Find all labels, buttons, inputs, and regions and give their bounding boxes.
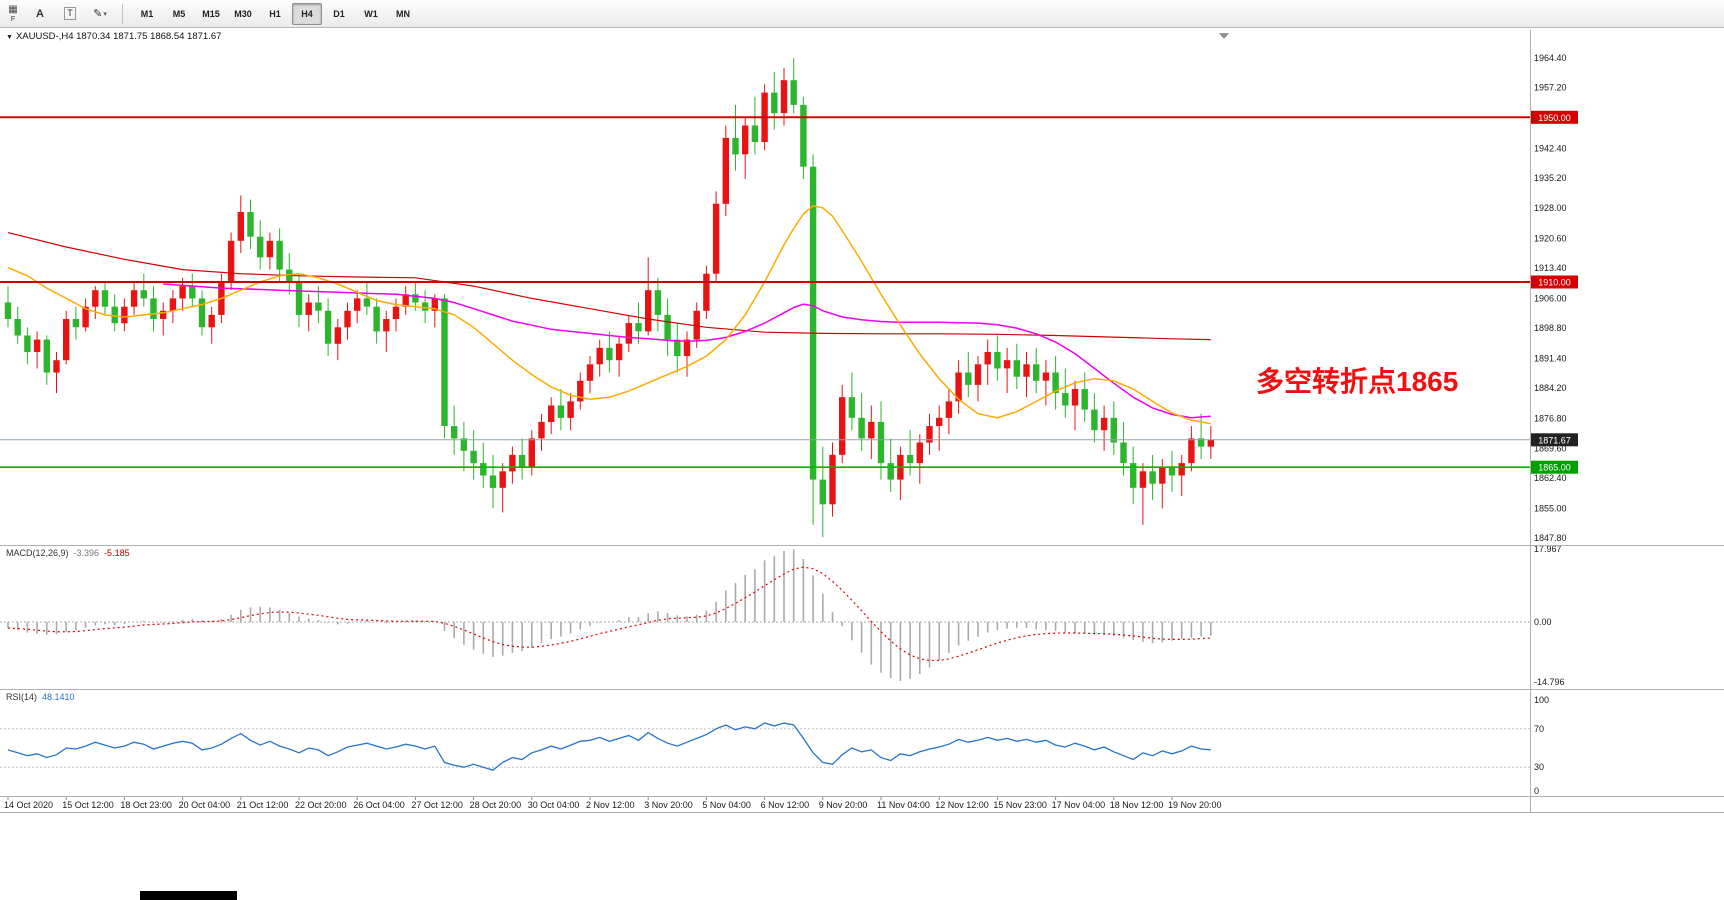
tf-button-M15[interactable]: M15 (202, 8, 220, 19)
svg-text:26 Oct 04:00: 26 Oct 04:00 (353, 800, 405, 810)
svg-text:1910.00: 1910.00 (1538, 278, 1571, 288)
svg-text:1950.00: 1950.00 (1538, 113, 1571, 123)
price-badge-1865.00: 1865.00 (1531, 460, 1578, 474)
tf-button-M30[interactable]: M30 (234, 8, 252, 19)
svg-text:19 Nov 20:00: 19 Nov 20:00 (1168, 800, 1222, 810)
svg-text:0: 0 (1534, 786, 1539, 796)
ma-orange (7, 204, 1211, 425)
price-badge-1871.67: 1871.67 (1531, 433, 1578, 447)
chart-annotation-text[interactable]: 多空转折点1865 (1256, 366, 1459, 397)
candlesticks (4, 58, 1214, 538)
svg-text:1935.20: 1935.20 (1534, 173, 1567, 183)
tf-button-H4[interactable]: H4 (292, 2, 322, 25)
svg-text:22 Oct 20:00: 22 Oct 20:00 (295, 800, 347, 810)
svg-text:-14.796: -14.796 (1534, 677, 1565, 687)
svg-text:3 Nov 20:00: 3 Nov 20:00 (644, 800, 693, 810)
svg-text:18 Oct 23:00: 18 Oct 23:00 (120, 800, 172, 810)
toolbar-separator (122, 3, 123, 24)
svg-text:17.967: 17.967 (1534, 544, 1562, 554)
svg-text:1855.00: 1855.00 (1534, 503, 1567, 513)
svg-text:70: 70 (1534, 724, 1544, 734)
charts-grid-icon: ▦ (8, 3, 18, 15)
svg-text:1957.20: 1957.20 (1534, 83, 1567, 93)
svg-text:100: 100 (1534, 695, 1549, 705)
svg-text:20 Oct 04:00: 20 Oct 04:00 (179, 800, 231, 810)
svg-text:17 Nov 04:00: 17 Nov 04:00 (1052, 800, 1106, 810)
svg-text:30 Oct 04:00: 30 Oct 04:00 (528, 800, 580, 810)
svg-text:1942.40: 1942.40 (1534, 144, 1567, 154)
svg-text:1871.67: 1871.67 (1538, 435, 1571, 445)
svg-text:27 Oct 12:00: 27 Oct 12:00 (411, 800, 463, 810)
price-badge-1910.00: 1910.00 (1531, 275, 1578, 289)
svg-text:1891.40: 1891.40 (1534, 354, 1567, 364)
svg-text:1928.00: 1928.00 (1534, 203, 1567, 213)
svg-text:28 Oct 20:00: 28 Oct 20:00 (470, 800, 522, 810)
text-tool-button[interactable]: T (56, 2, 84, 26)
svg-text:0.00: 0.00 (1534, 617, 1552, 627)
text-tool-icon: T (64, 7, 76, 20)
chart-title: ▼ XAUUSD-,H4 1870.34 1871.75 1868.54 1871… (6, 31, 221, 42)
rsi-label: RSI(14) 48.1410 (6, 692, 75, 702)
tf-button-M1[interactable]: M1 (140, 8, 154, 19)
toolbar: ▦ F A T ✎ ▾ M1 M5 M15 M30 H1 H4 D1 W1 MN (0, 0, 1724, 28)
chart-title-text: XAUUSD-,H4 1870.34 1871.75 1868.54 1871.… (15, 31, 222, 42)
tf-button-H1[interactable]: H1 (269, 8, 281, 19)
pencil-icon: ✎ (93, 8, 103, 20)
svg-text:30: 30 (1534, 762, 1544, 772)
tf-button-D1[interactable]: D1 (333, 8, 345, 19)
svg-text:1876.80: 1876.80 (1534, 414, 1567, 424)
draw-tool-button[interactable]: ✎ ▾ (86, 2, 114, 26)
price-badge-1950.00: 1950.00 (1531, 110, 1578, 124)
svg-text:2 Nov 12:00: 2 Nov 12:00 (586, 800, 635, 810)
svg-text:9 Nov 20:00: 9 Nov 20:00 (819, 800, 868, 810)
svg-text:1847.80: 1847.80 (1534, 533, 1567, 543)
macd-value: -3.396 (73, 548, 100, 558)
rsi-value: 48.1410 (42, 692, 75, 702)
svg-text:1884.20: 1884.20 (1534, 383, 1567, 393)
svg-text:1869.60: 1869.60 (1534, 443, 1567, 453)
price-axis[interactable] (1531, 30, 1724, 797)
svg-text:6 Nov 12:00: 6 Nov 12:00 (761, 800, 810, 810)
chart-dropdown-icon[interactable]: ▼ (6, 34, 13, 41)
tf-button-MN[interactable]: MN (396, 8, 410, 19)
svg-text:15 Nov 23:00: 15 Nov 23:00 (993, 800, 1047, 810)
svg-text:1906.00: 1906.00 (1534, 293, 1567, 303)
macd-name: MACD(12,26,9) (6, 548, 69, 558)
ma-magenta (163, 283, 1211, 419)
rsi-name: RSI(14) (6, 692, 38, 702)
tf-button-M5[interactable]: M5 (172, 8, 186, 19)
timeframe-toolbar: M1 M5 M15 M30 H1 H4 D1 W1 MN (131, 2, 419, 25)
svg-text:1920.60: 1920.60 (1534, 233, 1567, 243)
macd-signal-line (7, 566, 1211, 662)
taskbar-fragment (140, 891, 237, 900)
svg-text:1964.40: 1964.40 (1534, 53, 1567, 63)
svg-text:11 Nov 04:00: 11 Nov 04:00 (877, 800, 930, 810)
svg-text:14 Oct 2020: 14 Oct 2020 (4, 800, 53, 810)
tf-button-W1[interactable]: W1 (364, 8, 378, 19)
svg-text:1898.80: 1898.80 (1534, 323, 1567, 333)
macd-label: MACD(12,26,9) -3.396 -5.185 (6, 548, 130, 558)
svg-text:1865.00: 1865.00 (1538, 463, 1571, 473)
label-tool-button[interactable]: A (26, 2, 54, 26)
macd-histogram (7, 549, 1212, 681)
chevron-down-icon: ▾ (103, 10, 107, 18)
svg-text:12 Nov 12:00: 12 Nov 12:00 (935, 800, 989, 810)
svg-text:15 Oct 12:00: 15 Oct 12:00 (62, 800, 114, 810)
svg-text:1913.40: 1913.40 (1534, 263, 1567, 273)
svg-text:5 Nov 04:00: 5 Nov 04:00 (702, 800, 751, 810)
time-axis-labels (7, 797, 1173, 800)
label-tool-icon: A (36, 7, 44, 20)
toolbar-f-label: F (10, 15, 16, 23)
svg-text:18 Nov 12:00: 18 Nov 12:00 (1110, 800, 1164, 810)
time-axis[interactable] (0, 797, 1724, 812)
macd-signal-value: -5.185 (104, 548, 130, 558)
svg-text:1862.40: 1862.40 (1534, 473, 1567, 483)
svg-text:21 Oct 12:00: 21 Oct 12:00 (237, 800, 289, 810)
chart-shift-marker[interactable] (1219, 33, 1229, 39)
charts-toolbar-button[interactable]: ▦ F (2, 1, 24, 27)
ma-red (7, 232, 1211, 341)
rsi-line (7, 722, 1211, 771)
